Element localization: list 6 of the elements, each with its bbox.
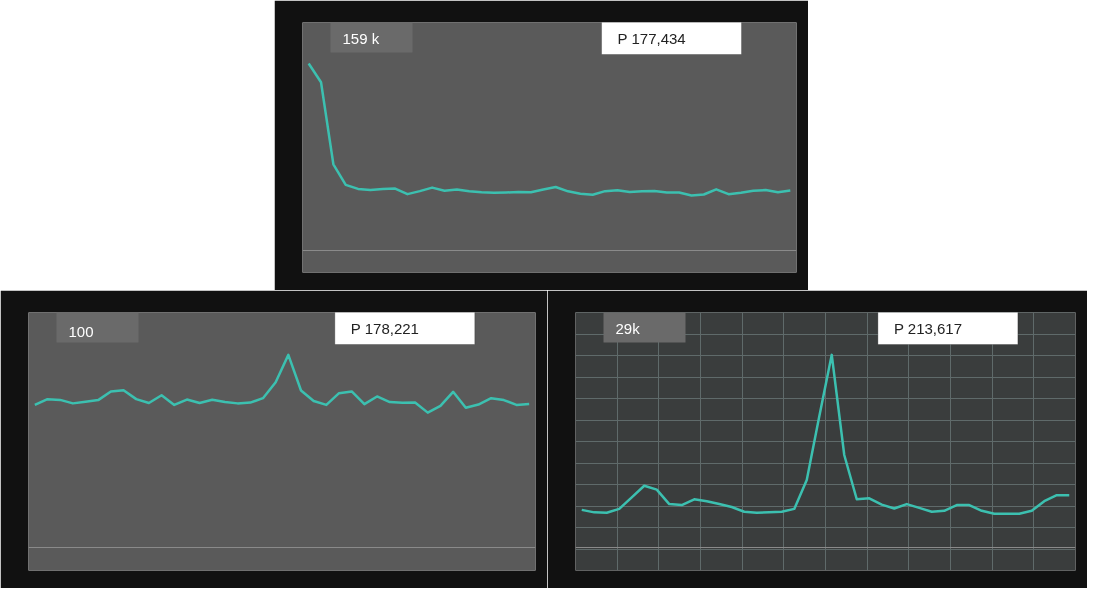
text: P 213,617	[893, 319, 963, 337]
text: P 178,221	[350, 319, 419, 337]
text: 159 k	[342, 29, 380, 47]
text: 29k	[615, 319, 641, 337]
text: P 177,434	[617, 29, 686, 47]
text: 100	[68, 322, 94, 340]
